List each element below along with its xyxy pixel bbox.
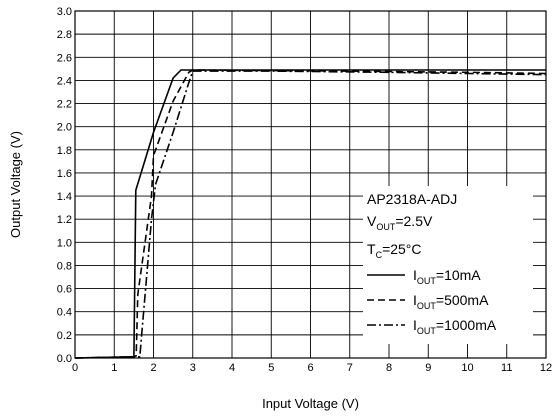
legend-subscript: OUT <box>417 326 437 336</box>
y-tick-label: 0.4 <box>57 307 72 319</box>
legend-subscript: OUT <box>417 276 437 286</box>
tc-value: =25°C <box>382 241 421 257</box>
y-tick-label: 1.4 <box>57 191 72 203</box>
legend-symbol: I <box>413 292 417 308</box>
y-tick-label: 1.2 <box>57 214 72 226</box>
vout-symbol: V <box>367 213 377 229</box>
tc-subscript: C <box>376 250 383 260</box>
tick-labels: 0 1 2 3 4 5 6 7 8 9 10 11 120.00.20.40.60.81.01.21.4… <box>57 6 552 374</box>
vout-annotation: VOUT=2.5V <box>367 213 433 232</box>
legend-symbol: I <box>413 267 417 283</box>
legend-symbol: I <box>413 317 417 333</box>
y-tick-label: 0.8 <box>57 260 72 272</box>
x-tick-label: 12 <box>540 362 552 374</box>
x-tick-label: 8 <box>386 362 392 374</box>
series-line-1 <box>74 69 546 359</box>
y-tick-label: 2.0 <box>57 122 72 134</box>
y-tick-label: 1.6 <box>57 168 72 180</box>
tc-symbol: T <box>367 241 376 257</box>
legend-subscript: OUT <box>417 301 437 311</box>
y-tick-label: 2.8 <box>57 29 72 41</box>
legend-box: AP2318A-ADJ VOUT=2.5V TC=25°C IOUT=10mAI… <box>363 186 533 344</box>
legend-label-1: IOUT=10mA <box>413 267 481 286</box>
y-axis-label: Output Voltage (V) <box>8 131 23 238</box>
x-tick-label: 5 <box>268 362 274 374</box>
x-tick-label: 0 <box>72 362 78 374</box>
legend-label-3: IOUT=1000mA <box>413 317 497 336</box>
x-tick-label: 11 <box>501 362 512 374</box>
y-tick-label: 0.0 <box>57 353 72 365</box>
x-tick-label: 2 <box>150 362 156 374</box>
legend-value: =500mA <box>436 292 489 308</box>
vout-value: =2.5V <box>395 213 433 229</box>
y-tick-label: 1.8 <box>57 145 72 157</box>
y-tick-label: 0.2 <box>57 330 72 342</box>
series-line-3 <box>74 70 547 359</box>
y-tick-label: 1.0 <box>57 237 72 249</box>
series-line-2 <box>74 69 547 359</box>
x-axis-label: Input Voltage (V) <box>262 396 359 411</box>
x-tick-label: 6 <box>307 362 313 374</box>
y-tick-label: 3.0 <box>57 6 72 18</box>
y-tick-label: 2.2 <box>57 99 72 111</box>
x-tick-label: 7 <box>347 362 353 374</box>
x-tick-label: 1 <box>111 362 117 374</box>
plot-frame <box>74 10 547 359</box>
y-tick-label: 2.6 <box>57 52 72 64</box>
x-tick-label: 4 <box>229 362 235 374</box>
series-lines <box>74 69 547 359</box>
tc-annotation: TC=25°C <box>367 241 422 260</box>
legend-label-2: IOUT=500mA <box>413 292 489 311</box>
device-annotation: AP2318A-ADJ <box>367 191 457 207</box>
legend-value: =10mA <box>436 267 481 283</box>
x-tick-label: 9 <box>425 362 431 374</box>
vout-subscript: OUT <box>376 222 396 232</box>
x-tick-label: 10 <box>461 362 473 374</box>
y-tick-label: 2.4 <box>57 75 72 87</box>
x-tick-label: 3 <box>190 362 196 374</box>
legend-value: =1000mA <box>436 317 497 333</box>
y-tick-label: 0.6 <box>57 284 72 296</box>
